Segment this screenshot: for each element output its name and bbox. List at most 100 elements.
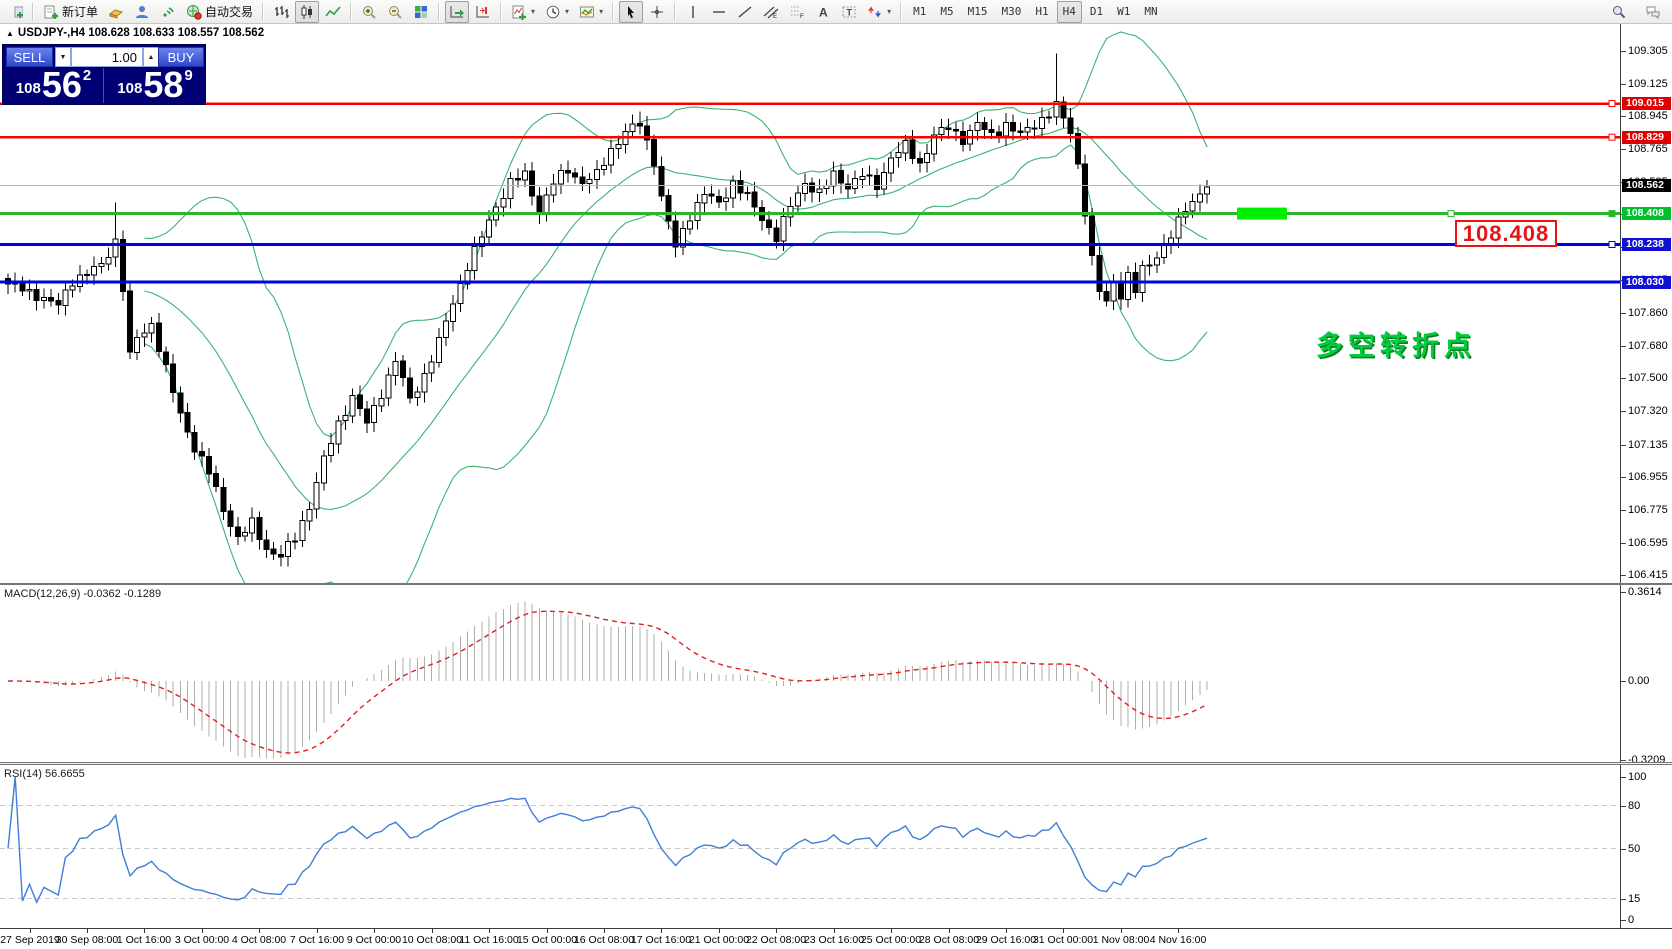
zoom-in-button[interactable] — [357, 1, 381, 23]
volume-decrease-button[interactable]: ▼ — [55, 47, 71, 67]
vertical-line-button[interactable] — [681, 1, 705, 23]
arrows-icon — [867, 4, 883, 20]
macd-axis: 0.3614 0.00 -0.3209 — [1620, 585, 1672, 766]
price-tick — [1621, 346, 1626, 347]
timeframe-d1-button[interactable]: D1 — [1089, 5, 1104, 18]
rsi-tick — [1621, 899, 1626, 900]
buy-button[interactable]: BUY — [158, 47, 204, 67]
arrows-dropdown-caret[interactable]: ▾ — [887, 7, 892, 16]
rsi-tick — [1621, 849, 1626, 850]
crosshair-button[interactable] — [645, 1, 669, 23]
text-button[interactable]: A — [811, 1, 835, 23]
time-tick — [776, 929, 777, 933]
time-tick-label: 28 Oct 08:00 — [918, 934, 980, 946]
time-tick — [1178, 929, 1179, 933]
macd-tick — [1621, 760, 1626, 761]
cursor-button[interactable] — [619, 0, 644, 23]
time-tick — [1063, 929, 1064, 933]
panel-toggle-icon[interactable]: ▲ — [6, 29, 14, 38]
tile-windows-button[interactable] — [409, 1, 433, 23]
time-tick — [30, 929, 31, 933]
search-button[interactable] — [1607, 1, 1631, 23]
sell-price[interactable]: 108 56 2 — [4, 67, 104, 103]
periods-button[interactable]: ▾ — [541, 1, 573, 23]
auto-scroll-icon — [449, 4, 465, 20]
svg-text:A: A — [819, 5, 828, 19]
time-tick — [259, 929, 260, 933]
cursor-icon — [623, 4, 639, 20]
buy-price-figure: 108 — [117, 80, 143, 97]
price-label-box: 108.408 — [1455, 220, 1557, 247]
timeframe-m5-button[interactable]: M5 — [940, 5, 954, 18]
rsi-tick-label: 80 — [1628, 800, 1641, 812]
autotrading-icon — [186, 4, 202, 20]
volume-input[interactable] — [71, 47, 143, 67]
timeframe-m15-button[interactable]: M15 — [967, 5, 988, 18]
rsi-tick — [1621, 920, 1626, 921]
timeframe-h4-button[interactable]: H4 — [1056, 0, 1082, 23]
time-tick — [317, 929, 318, 933]
signals-button[interactable] — [156, 1, 180, 23]
buy-price[interactable]: 108 58 9 — [105, 67, 205, 103]
macd-tick-label: 0.00 — [1628, 675, 1650, 687]
horizontal-line-button[interactable] — [707, 1, 731, 23]
market-button[interactable] — [104, 1, 128, 23]
timeframe-mn-button[interactable]: MN — [1144, 5, 1158, 18]
buy-price-point: 9 — [184, 67, 193, 84]
time-tick — [144, 929, 145, 933]
timeframe-m1-button[interactable]: M1 — [913, 5, 927, 18]
timeframe-h1-button[interactable]: H1 — [1035, 5, 1049, 18]
chat-button[interactable] — [1641, 1, 1665, 23]
time-tick — [489, 929, 490, 933]
price-tick-label: 107.500 — [1628, 372, 1668, 384]
line-chart-button[interactable] — [321, 1, 345, 23]
trendline-button[interactable] — [733, 1, 757, 23]
auto-scroll-button[interactable] — [445, 0, 470, 23]
equidistant-channel-button[interactable]: E — [759, 1, 783, 23]
sell-button[interactable]: SELL — [6, 47, 53, 67]
timeframe-w1-button[interactable]: W1 — [1117, 5, 1131, 18]
chart-title: ▲ USDJPY-,H4 108.628 108.633 108.557 108.… — [6, 27, 264, 39]
community-button[interactable] — [130, 1, 154, 23]
price-tick-label: 106.955 — [1628, 471, 1668, 483]
autotrading-button[interactable]: 自动交易 — [182, 1, 257, 23]
pane-splitter-2[interactable] — [0, 762, 1672, 765]
rsi-pane-canvas[interactable] — [0, 765, 1620, 928]
price-tick — [1621, 51, 1626, 52]
pane-splitter[interactable] — [0, 583, 1672, 585]
sell-price-point: 2 — [82, 67, 92, 84]
candlestick-chart-button[interactable] — [295, 0, 320, 23]
time-tick-label: 31 Oct 00:00 — [1032, 934, 1094, 946]
text-label-button[interactable]: T — [837, 1, 861, 23]
chart-shift-button[interactable] — [471, 1, 495, 23]
rsi-tick-label: 100 — [1628, 771, 1647, 783]
periods-dropdown-caret[interactable]: ▾ — [565, 7, 570, 16]
terminal-menu-button[interactable] — [3, 1, 27, 23]
zoom-out-button[interactable] — [383, 1, 407, 23]
indicators-button[interactable]: ▾ — [507, 1, 539, 23]
price-badge: 108.030 — [1622, 276, 1671, 289]
fibonacci-button[interactable]: F — [785, 1, 809, 23]
timeframe-m30-button[interactable]: M30 — [1001, 5, 1022, 18]
zoom-in-icon — [361, 4, 377, 20]
main-chart-canvas[interactable] — [0, 24, 1620, 583]
macd-pane-canvas[interactable] — [0, 585, 1620, 762]
price-tick — [1621, 84, 1626, 85]
templates-dropdown-caret[interactable]: ▾ — [599, 7, 604, 16]
bar-chart-icon — [273, 4, 290, 20]
indicators-dropdown-caret[interactable]: ▾ — [531, 7, 536, 16]
bar-chart-button[interactable] — [269, 1, 293, 23]
new-order-button[interactable]: 新订单 — [39, 1, 102, 23]
arrows-button[interactable]: ▾ — [863, 1, 895, 23]
rsi-axis: 100 80 50 15 0 — [1620, 765, 1672, 928]
templates-button[interactable]: ▾ — [575, 1, 607, 23]
toolbar: 新订单 自动交易 ▾ ▾ ▾ E F A T ▾ M1 M5 M15 M30 H1 H4 D1 W1 MN — [0, 0, 1672, 24]
chat-icon — [1645, 4, 1661, 20]
time-tick-label: 23 Oct 16:00 — [803, 934, 865, 946]
time-tick — [547, 929, 548, 933]
line-chart-icon — [325, 4, 341, 20]
text-label-icon: T — [841, 4, 857, 20]
vertical-line-icon — [685, 4, 701, 20]
toolbar-separator — [350, 2, 353, 21]
